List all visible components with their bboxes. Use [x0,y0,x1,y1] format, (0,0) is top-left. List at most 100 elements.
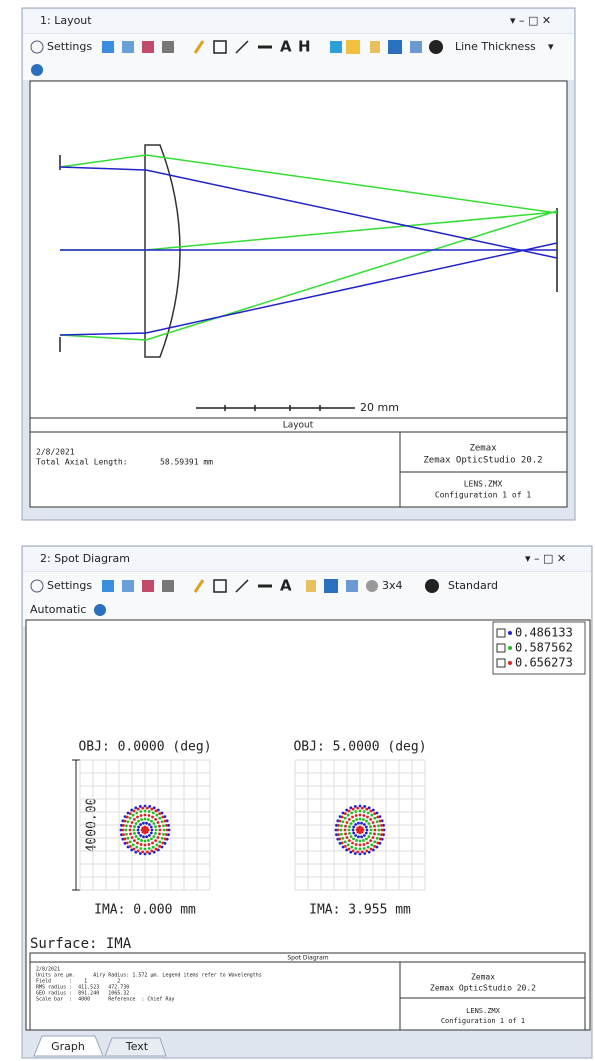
legend-swatch [508,631,512,635]
spot-dot [354,823,358,826]
spot-dot [362,810,366,813]
spot-dot [145,850,149,854]
scale-dropdown[interactable]: Automatic [30,603,86,616]
spot-dot [358,839,362,843]
spot-dot [143,809,147,813]
spot-dot [146,818,150,821]
spot-dot [345,821,349,824]
spot-dot [343,844,347,848]
spot-dot [150,807,154,811]
line-thickness-dropdown[interactable]: Line Thickness [455,40,536,53]
axial-value: 58.59391 mm [160,458,213,467]
spot-dot [362,834,366,837]
spot-dot [339,828,343,832]
spot-dot [167,828,171,832]
spot-dot [149,831,153,835]
spot-dot [139,814,143,817]
grid-size-dropdown[interactable]: 3x4 [382,579,403,592]
spot-dot [354,834,358,837]
spot-dot [130,836,134,839]
spot-dot [364,825,368,829]
spot-dot [380,819,384,823]
tab-graph[interactable] [33,1035,104,1057]
spot-dot [160,845,164,849]
spot-dot [378,815,382,819]
legend-swatch [508,661,512,665]
spot-dot [348,831,351,835]
spot-dot [373,812,377,816]
tab-label[interactable]: Text [125,1040,149,1053]
spot-dot [357,835,360,839]
window-title: 2: Spot Diagram [40,552,130,565]
tab-label[interactable]: Graph [51,1040,85,1053]
spot-dot [156,848,160,852]
spot-dot [125,832,128,836]
spot-dot [155,843,159,847]
spot-dot [337,833,340,836]
spot-dot [121,819,125,823]
settings-button[interactable]: Settings [47,579,92,592]
spot-dot [362,823,366,826]
spot-dot [150,819,153,823]
spot-dot [163,815,167,819]
spot-dot [343,840,347,844]
spot-dot [365,819,368,823]
spot-dot [346,843,350,847]
legend-entry: 0.486133 [515,626,573,640]
spot-dot [370,843,374,847]
spot-dot [152,806,156,810]
spot-dot [354,843,358,846]
spot-dot [365,828,369,832]
legend-checkbox[interactable] [496,628,506,638]
spot-dot [345,836,349,839]
spot-dot [158,844,162,848]
window-title: 1: Layout [40,14,92,27]
spot-dot [351,828,355,832]
spot-dot [382,828,386,832]
footer-company: Zemax [471,973,495,982]
spot-dot [158,812,162,816]
spot-dot [143,847,147,851]
spot-dot [369,809,373,813]
window-controls[interactable]: ▾ – □ ✕ [525,552,566,565]
spot-dot [362,847,366,850]
settings-icon[interactable] [30,40,44,54]
spot-dot [134,850,138,854]
spot-dot [136,807,140,811]
spot-dot [152,822,156,825]
spot-dot [132,847,136,851]
spot-dot [378,841,382,845]
spot-dot [121,828,125,832]
spot-dot [347,839,351,843]
field-title: OBJ: 5.0000 (deg) [293,740,426,755]
spot-dot [131,843,135,847]
legend-checkbox[interactable] [496,643,506,653]
spot-dot [377,824,380,828]
spot-dot [343,816,347,820]
spot-dot [344,824,347,828]
spot-dot [141,806,145,810]
spot-dot [370,813,374,817]
spot-dot [138,852,142,855]
spot-dot [366,841,369,845]
spot-dot [336,819,340,823]
settings-button[interactable]: Settings [47,40,92,53]
spot-dot [147,810,151,813]
spot-dot [165,837,169,841]
spot-dot [122,824,125,827]
dropdown-arrow[interactable]: ▾ [548,40,554,53]
mode-dropdown[interactable]: Standard [448,579,498,592]
spot-dot [362,843,366,846]
spot-dot [145,821,148,825]
legend-swatch [508,646,512,650]
window-controls[interactable]: ▾ – □ ✕ [510,14,551,27]
spot-dot [162,828,166,832]
note-line: Field : 1 2 [36,979,120,985]
spot-dot [371,808,375,812]
tab-text[interactable] [104,1037,167,1057]
spot-dot [156,836,160,839]
spot-dot [136,828,140,832]
legend-checkbox[interactable] [496,658,506,668]
settings-icon[interactable] [30,579,44,593]
